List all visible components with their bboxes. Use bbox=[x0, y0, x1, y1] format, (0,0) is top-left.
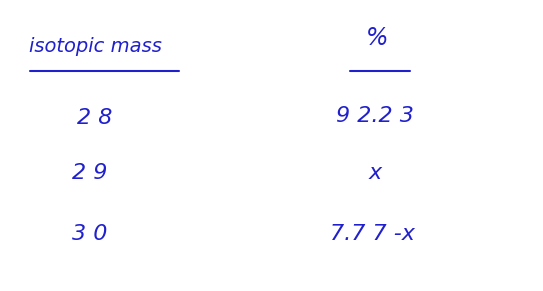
Text: isotopic mass: isotopic mass bbox=[29, 37, 161, 56]
Text: x: x bbox=[368, 163, 381, 183]
Text: %: % bbox=[366, 26, 389, 50]
Text: 2 8: 2 8 bbox=[77, 108, 113, 128]
Text: 7.7 7 -x: 7.7 7 -x bbox=[330, 224, 414, 244]
Text: 3 0: 3 0 bbox=[72, 224, 108, 244]
Text: 9 2.2 3: 9 2.2 3 bbox=[336, 107, 414, 126]
Text: 2 9: 2 9 bbox=[72, 163, 108, 183]
